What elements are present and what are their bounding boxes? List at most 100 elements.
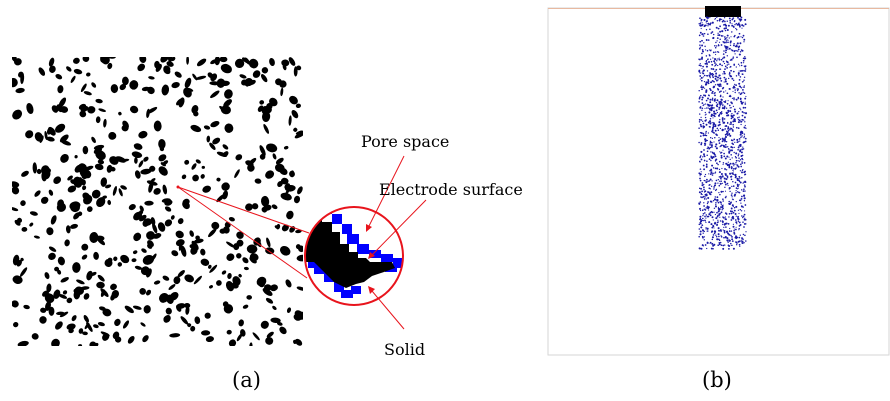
particle [741, 210, 742, 211]
particle [744, 85, 745, 86]
particle [711, 105, 713, 107]
particle [729, 22, 731, 24]
particle [706, 155, 708, 157]
particle [719, 83, 721, 85]
particle [715, 69, 717, 71]
particle [741, 177, 743, 179]
particle [707, 140, 708, 141]
particle [741, 62, 743, 64]
particle [729, 240, 731, 242]
particle [743, 39, 745, 41]
particle [717, 88, 719, 90]
particle [735, 92, 736, 93]
particle [712, 152, 713, 153]
particle [700, 144, 702, 146]
particle [736, 141, 738, 143]
particle [703, 35, 705, 37]
particle [730, 107, 731, 108]
particle [703, 153, 705, 155]
particle [721, 152, 722, 153]
particle [738, 188, 739, 189]
particle [709, 158, 711, 160]
particle [730, 201, 732, 203]
particle [728, 203, 730, 205]
particle [704, 198, 706, 200]
particle [711, 31, 713, 33]
particle [715, 196, 716, 197]
particle [717, 20, 718, 21]
particle [724, 169, 725, 170]
particle [732, 17, 734, 19]
particle [700, 25, 702, 27]
particle [710, 141, 711, 142]
particle [735, 192, 736, 193]
particle [731, 49, 732, 50]
particle [737, 17, 739, 19]
particle [701, 171, 702, 172]
particle [741, 161, 742, 162]
particle [742, 221, 744, 223]
particle [720, 99, 722, 101]
particle [712, 239, 714, 241]
particle [721, 111, 722, 112]
particle [734, 109, 736, 111]
particle [702, 229, 704, 231]
particle [731, 212, 733, 214]
particle [732, 163, 734, 165]
particle [719, 63, 721, 65]
particle [700, 220, 702, 222]
particle [728, 223, 730, 225]
particle [722, 119, 724, 121]
particle [718, 109, 719, 110]
particle [707, 33, 709, 35]
particle [702, 96, 704, 98]
particle [726, 141, 727, 142]
particle [744, 218, 745, 219]
particle [702, 49, 704, 51]
particle [716, 196, 718, 198]
particle [726, 39, 727, 40]
particle [739, 178, 740, 179]
particle [729, 17, 731, 19]
particle [728, 25, 730, 27]
particle [724, 17, 725, 18]
particle [710, 115, 712, 117]
particle [733, 171, 734, 172]
particle [719, 69, 720, 70]
particle [740, 131, 742, 133]
particle [718, 207, 719, 208]
particle [744, 56, 745, 57]
particle [700, 230, 702, 232]
particle [703, 220, 704, 221]
particle [725, 27, 727, 29]
particle [743, 142, 745, 144]
particle [699, 208, 701, 210]
particle [715, 73, 717, 75]
particle [744, 86, 745, 87]
particle [725, 42, 727, 44]
particle [740, 17, 742, 19]
particle [701, 80, 703, 82]
particle [726, 163, 728, 165]
particle [723, 56, 725, 58]
particle [715, 47, 717, 49]
particle [743, 216, 744, 217]
particle [711, 230, 713, 232]
particle [699, 41, 701, 43]
particle [703, 189, 705, 191]
particle [744, 19, 746, 21]
particle [739, 26, 741, 28]
particle [711, 73, 713, 75]
particle [703, 202, 704, 203]
particle [703, 149, 705, 151]
particle [727, 241, 728, 242]
particle [744, 210, 745, 211]
particle [715, 202, 717, 204]
particle [712, 173, 714, 175]
particle [739, 54, 741, 56]
particle [744, 162, 746, 164]
particle [738, 210, 739, 211]
particle [725, 178, 727, 180]
particle [704, 176, 706, 178]
particle [726, 60, 727, 61]
